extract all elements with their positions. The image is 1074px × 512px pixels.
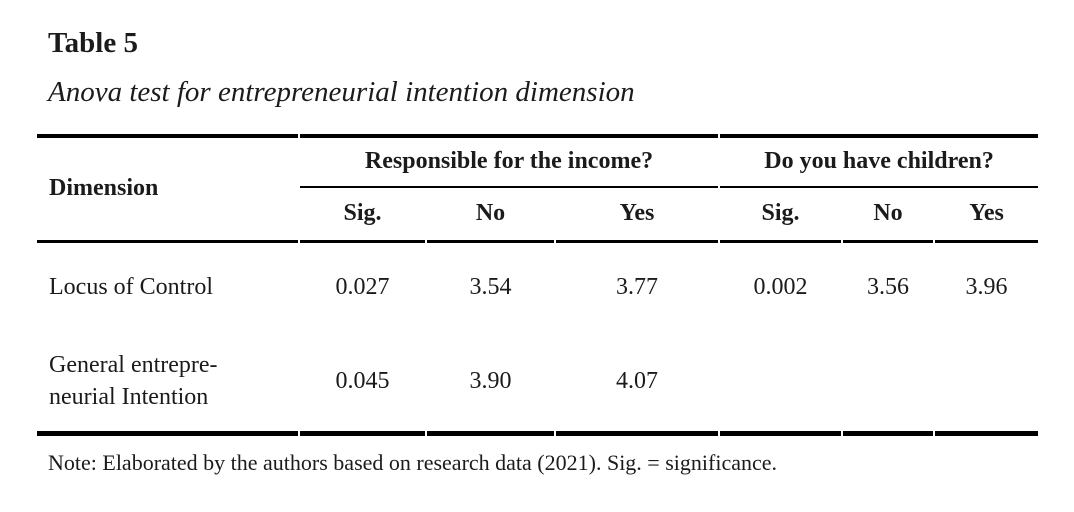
cell-general-income-no: 3.90 [427, 333, 554, 436]
group-header-income: Responsible for the income? [300, 133, 719, 188]
column-header-income-no: No [427, 188, 554, 243]
cell-general-children-no [843, 333, 934, 436]
cell-general-children-sig [720, 333, 842, 436]
row-label-general-intention: General entrepre- neurial Intention [37, 333, 298, 436]
table-row-locus-of-control: Locus of Control 0.027 3.54 3.77 0.002 3… [37, 243, 1038, 333]
group-header-children: Do you have children? [720, 133, 1039, 188]
column-header-income-sig: Sig. [300, 188, 425, 243]
group-header-row: Dimension Responsible for the income? Do… [37, 133, 1039, 243]
cell-general-children-yes [935, 333, 1039, 436]
cell-locus-children-no: 3.56 [867, 274, 910, 301]
anova-table: Dimension Responsible for the income? Do… [35, 133, 1040, 436]
row-label-locus-of-control: Locus of Control [49, 273, 213, 300]
column-header-children-no: No [843, 188, 934, 243]
cell-general-income-sig: 0.045 [300, 333, 425, 436]
table-caption: Anova test for entrepreneurial intention… [48, 75, 635, 108]
column-header-income-yes: Yes [556, 188, 719, 243]
column-header-children-yes: Yes [935, 188, 1039, 243]
cell-locus-income-no: 3.54 [469, 274, 512, 301]
column-header-children-sig: Sig. [720, 188, 842, 243]
table-note: Note: Elaborated by the authors based on… [48, 449, 777, 475]
cell-locus-children-yes: 3.96 [965, 274, 1008, 301]
sub-header-row: Sig. No Yes Sig. No Yes [37, 188, 1039, 243]
table-number: Table 5 [48, 27, 138, 59]
cell-locus-income-sig: 0.027 [335, 274, 390, 301]
cell-general-income-yes: 4.07 [556, 333, 719, 436]
table-row-general-intention: General entrepre- neurial Intention 0.04… [37, 333, 1039, 436]
column-header-dimension: Dimension [37, 133, 298, 243]
page: Table 5 Anova test for entrepreneurial i… [35, 27, 1040, 475]
cell-locus-income-yes: 3.77 [616, 274, 658, 301]
cell-locus-children-sig: 0.002 [753, 274, 808, 301]
